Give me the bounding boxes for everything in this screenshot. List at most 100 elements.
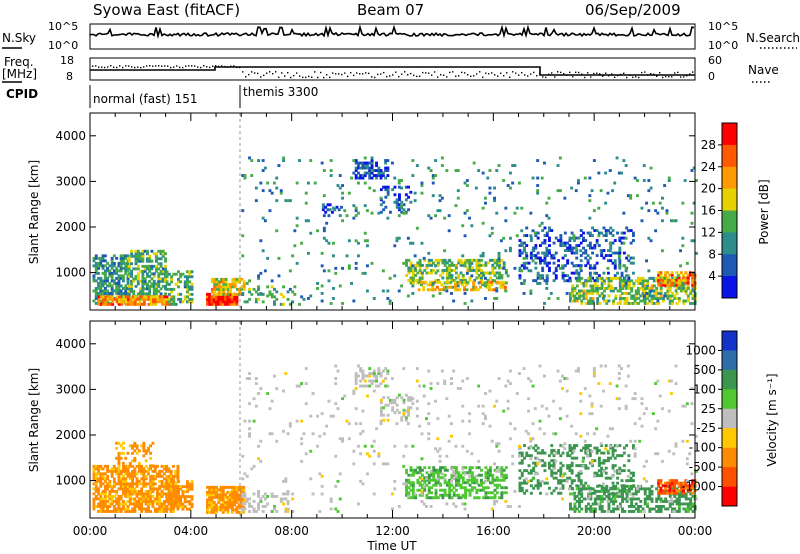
heatmap-cell (245, 500, 249, 503)
heatmap-cell (221, 510, 225, 514)
heatmap-cell (456, 288, 460, 292)
heatmap-cell (370, 382, 374, 385)
heatmap-cell (673, 282, 677, 285)
heatmap-cell (459, 263, 463, 267)
heatmap-cell (673, 481, 676, 485)
heatmap-cell (101, 477, 105, 481)
heatmap-cell (623, 487, 627, 491)
heatmap-cell (529, 256, 533, 260)
heatmap-cell (370, 164, 374, 167)
heatmap-cell (605, 276, 609, 280)
heatmap-cell (127, 284, 131, 288)
heatmap-cell (550, 256, 554, 260)
heatmap-cell (228, 498, 232, 502)
heatmap-cell (525, 451, 529, 455)
heatmap-cell (620, 171, 623, 175)
heatmap-cell (361, 369, 365, 373)
heatmap-cell (423, 478, 427, 482)
heatmap-cell (455, 266, 458, 270)
heatmap-cell (224, 300, 227, 304)
heatmap-cell (618, 261, 622, 265)
nave-dot (458, 75, 460, 77)
heatmap-cell (149, 490, 153, 493)
heatmap-cell (217, 498, 221, 502)
heatmap-cell (250, 292, 254, 296)
heatmap-cell (190, 502, 194, 506)
heatmap-cell (470, 486, 474, 490)
heatmap-cell (493, 261, 497, 265)
heatmap-cell (608, 249, 612, 253)
heatmap-cell (501, 285, 505, 289)
heatmap-cell (357, 502, 360, 506)
heatmap-cell (588, 176, 592, 180)
heatmap-cell (282, 159, 285, 162)
heatmap-cell (649, 166, 653, 170)
heatmap-cell (160, 464, 164, 468)
heatmap-cell (611, 261, 615, 265)
heatmap-cell (482, 271, 486, 275)
heatmap-cell (629, 261, 633, 265)
heatmap-cell (174, 495, 178, 499)
heatmap-cell (455, 481, 458, 485)
heatmap-cell (237, 503, 241, 507)
heatmap-cell (671, 292, 674, 295)
heatmap-cell (491, 473, 495, 477)
heatmap-cell (162, 510, 166, 513)
heatmap-cell (643, 497, 647, 501)
heatmap-cell (627, 479, 631, 483)
heatmap-cell (171, 477, 175, 481)
heatmap-cell (160, 507, 164, 511)
heatmap-cell (589, 292, 593, 295)
heatmap-cell (259, 500, 263, 503)
heatmap-cell (275, 297, 279, 301)
heatmap-cell (448, 496, 452, 500)
heatmap-cell (420, 181, 424, 185)
heatmap-cell (386, 369, 390, 373)
heatmap-cell (495, 287, 499, 290)
heatmap-cell (420, 457, 424, 461)
heatmap-cell (498, 496, 501, 500)
heatmap-cell (534, 266, 538, 270)
heatmap-cell (673, 491, 676, 495)
nave-dot (431, 74, 433, 76)
heatmap-cell (504, 466, 508, 470)
heatmap-cell (99, 276, 103, 280)
heatmap-cell (293, 244, 297, 248)
heatmap-cell (397, 289, 401, 293)
heatmap-cell (655, 510, 659, 513)
heatmap-cell (616, 507, 620, 511)
heatmap-cell (151, 487, 155, 491)
heatmap-cell (572, 236, 576, 240)
heatmap-cell (137, 492, 141, 496)
heatmap-cell (588, 461, 592, 465)
heatmap-cell (474, 285, 478, 289)
heatmap-cell (563, 249, 567, 252)
heatmap-cell (206, 508, 209, 512)
heatmap-cell (143, 264, 147, 268)
heatmap-cell (329, 414, 333, 418)
heatmap-cell (618, 276, 622, 280)
heatmap-cell (651, 276, 655, 280)
heatmap-cell (457, 476, 461, 480)
heatmap-cell (94, 271, 98, 275)
nave-dot (230, 65, 232, 67)
heatmap-cell (607, 279, 611, 283)
heatmap-cell (673, 500, 677, 503)
heatmap-cell (211, 280, 214, 284)
heatmap-cell (411, 473, 415, 477)
heatmap-cell (94, 477, 98, 481)
heatmap-cell (539, 256, 542, 260)
heatmap-cell (103, 477, 107, 481)
heatmap-cell (657, 491, 661, 495)
heatmap-cell (586, 446, 590, 450)
heatmap-cell (525, 244, 529, 247)
heatmap-cell (404, 409, 408, 413)
heatmap-cell (593, 500, 597, 503)
heatmap-cell (149, 464, 153, 468)
heatmap-cell (523, 479, 526, 483)
heatmap-cell (212, 485, 216, 489)
nave-dot (278, 76, 280, 78)
heatmap-cell (489, 258, 492, 262)
heatmap-cell (639, 276, 643, 280)
heatmap-cell (361, 174, 365, 177)
